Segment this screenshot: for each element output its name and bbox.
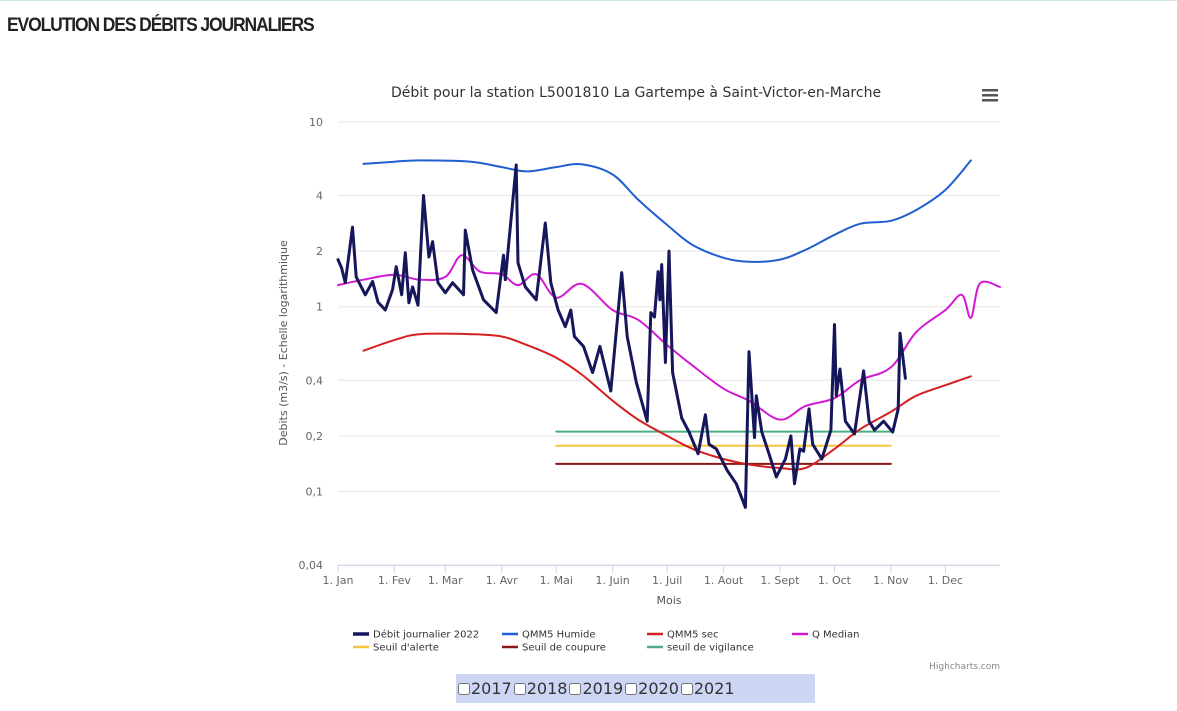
series-line-qmm5-humide: [362, 159, 972, 263]
year-label: 2020: [638, 679, 679, 698]
credits-link[interactable]: Highcharts.com: [929, 662, 1000, 672]
y-tick-label: 0,4: [306, 374, 324, 387]
year-label: 2018: [526, 679, 568, 698]
legend-item[interactable]: Q Median: [792, 630, 859, 641]
x-tick-label: 1. Oct: [818, 574, 852, 587]
y-tick-label: 10: [309, 116, 323, 129]
year-label: 2017: [471, 679, 512, 698]
year-option[interactable]: 2020: [623, 679, 679, 698]
year-label: 2019: [582, 679, 624, 698]
y-axis-label: Debits (m3/s) - Echelle logarithmique: [277, 240, 290, 446]
year-checkbox[interactable]: [625, 682, 638, 695]
legend-item[interactable]: seuil de vigilance: [647, 643, 754, 654]
x-tick-label: 1. Nov: [873, 574, 909, 587]
legend-label: Débit journalier 2022: [373, 629, 479, 641]
legend-label: QMM5 sec: [667, 630, 719, 641]
series-line-qmm5-sec: [362, 332, 972, 471]
y-tick-label: 0,04: [299, 559, 324, 572]
year-checkbox[interactable]: [569, 682, 582, 695]
top-border: [0, 0, 1177, 1]
year-option[interactable]: 2019: [567, 679, 623, 698]
year-checkbox[interactable]: [458, 682, 470, 695]
x-tick-label: 1. Avr: [486, 574, 518, 587]
y-tick-label: 0,1: [306, 485, 324, 498]
legend-label: QMM5 Humide: [522, 630, 596, 641]
x-tick-label: 1. Aout: [704, 574, 744, 587]
legend-item[interactable]: QMM5 sec: [647, 630, 719, 641]
year-selector: 2017 2018 2019 2020 2021: [456, 674, 815, 703]
chart-title: Débit pour la station L5001810 La Gartem…: [391, 85, 881, 101]
legend-item[interactable]: Seuil d'alerte: [353, 643, 439, 654]
series-line-d-bit-journalier-2022: [336, 163, 907, 509]
x-tick-label: 1. Dec: [928, 574, 963, 587]
legend-item[interactable]: QMM5 Humide: [502, 630, 596, 641]
year-label: 2021: [693, 679, 735, 698]
x-tick-label: 1. Jan: [323, 574, 354, 587]
year-checkbox[interactable]: [680, 682, 693, 695]
legend-item[interactable]: Débit journalier 2022: [353, 629, 479, 641]
x-tick-label: 1. Juin: [595, 574, 629, 587]
year-checkbox[interactable]: [513, 682, 526, 695]
page-title: EVOLUTION DES DÉBITS JOURNALIERS: [7, 15, 315, 36]
year-option[interactable]: 2018: [512, 679, 568, 698]
legend-label: Q Median: [812, 630, 859, 641]
legend-item[interactable]: Seuil de coupure: [502, 643, 606, 654]
x-tick-label: 1. Sept: [760, 574, 800, 587]
legend-label: Seuil de coupure: [522, 643, 606, 654]
x-tick-label: 1. Mai: [540, 574, 573, 587]
y-tick-label: 1: [316, 301, 323, 314]
y-tick-label: 0,2: [306, 430, 324, 443]
year-option[interactable]: 2017: [456, 679, 512, 698]
x-tick-label: 1. Fev: [378, 574, 411, 587]
x-tick-label: 1. Juil: [652, 574, 682, 587]
hamburger-menu-icon[interactable]: [982, 89, 998, 102]
legend-label: seuil de vigilance: [667, 643, 754, 654]
x-tick-label: 1. Mar: [428, 574, 463, 587]
y-tick-label: 2: [316, 245, 323, 258]
x-axis-label: Mois: [656, 594, 681, 607]
year-option[interactable]: 2021: [679, 679, 735, 698]
legend-label: Seuil d'alerte: [373, 643, 439, 654]
y-tick-label: 4: [316, 190, 323, 203]
